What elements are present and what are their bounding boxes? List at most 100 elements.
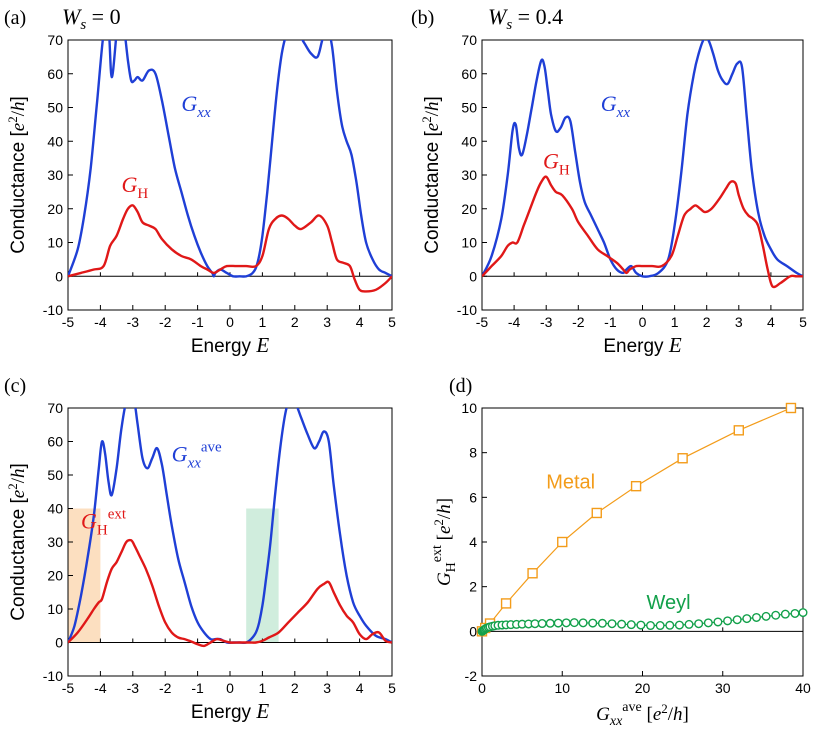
marker-Metal-9 [733,425,744,436]
y-label-e: e [8,490,29,498]
x-tick-label: 5 [388,680,396,696]
marker-Weyl-38 [723,616,733,626]
y-tick-label: 40 [47,501,63,517]
plot-frame [67,39,393,311]
x-tick-label: 1 [259,314,267,330]
y-label-h: h [8,469,29,479]
y-tick-label: 0 [55,635,63,651]
y-tick-label: 10 [461,235,477,251]
x-label-sup: ave [622,700,641,715]
x-label-close: ] [683,704,689,725]
y-axis-label: GHext [e2/h] [430,498,459,586]
y-tick-label: 10 [47,235,63,251]
x-label-main: G [596,704,610,725]
x-tick-label: 2 [291,314,299,330]
x-label-esup: 2 [661,701,668,716]
y-label-sup: 2 [5,483,20,490]
y-tick-label: 20 [461,201,477,217]
x-axis-label: Energy E [603,333,681,357]
title-value: = 0 [86,4,120,29]
marker-Weyl-39 [732,615,742,625]
y-label-sub: H [444,562,459,572]
y-label-text: Conductance [ [8,498,29,621]
x-tick-label: -1 [604,314,617,330]
marker-Weyl-27 [617,619,627,629]
y-tick-label: 30 [461,167,477,183]
annotation-subscript: xx [196,105,211,121]
marker-Weyl-36 [703,618,713,628]
marker-Weyl-46 [798,608,808,618]
x-tick-label: 4 [356,680,364,696]
y-tick-label: 4 [469,534,477,550]
marker-Metal-5 [557,536,568,548]
x-axis-label-var: E [255,333,269,357]
series-line-GH_ext [68,538,392,648]
x-tick-label: -5 [62,314,75,330]
x-tick-label: -4 [508,314,521,330]
y-tick-label: 20 [47,201,63,217]
marker-Weyl-40 [742,614,752,624]
x-tick-label: 0 [639,314,647,330]
y-tick-label: -10 [43,302,63,318]
marker-Weyl-22 [569,618,579,628]
y-label-e: e [434,526,455,534]
x-axis-label: Energy E [191,699,269,723]
x-tick-label: 0 [226,314,234,330]
title-subscript: s [80,17,86,33]
y-tick-label: 6 [469,489,477,505]
annotation-GH: GH [543,148,570,178]
y-tick-label: 50 [461,100,477,116]
x-tick-label: -4 [94,314,107,330]
x-tick-label: 2 [291,680,299,696]
y-tick-label: 0 [469,268,477,284]
x-tick-label: 0 [226,680,234,696]
marker-Weyl-17 [530,619,540,629]
annotation-main: G [181,91,197,116]
marker-Weyl-33 [674,620,684,630]
x-tick-label: -2 [572,314,585,330]
y-label-sup: 2 [5,116,20,123]
marker-Weyl-20 [553,618,563,628]
series-line-Metal [482,408,792,632]
y-label-sup: ext [430,545,445,562]
marker-Weyl-21 [561,618,571,628]
y-label-slash: / [8,477,29,483]
annotation-subscript: H [137,186,148,202]
x-axis-label-var: E [255,699,269,723]
x-tick-label: 20 [635,680,651,696]
y-tick-label: -10 [43,668,63,684]
x-tick-label: 3 [735,314,743,330]
x-axis-label-text: Energy [191,336,256,357]
y-tick-label: 70 [461,32,477,48]
marker-Weyl-44 [780,609,790,619]
y-label-slash: / [422,110,443,116]
x-label-sub: xx [609,714,623,729]
y-label-h: h [434,504,455,514]
y-label-e: e [8,123,29,131]
x-tick-label: 2 [703,314,711,330]
annotation-Gxx: Gxx [181,91,211,121]
marker-Metal-8 [677,453,688,464]
y-label-unit-open: [ [434,534,455,545]
y-tick-label: 60 [47,66,63,82]
marker-Weyl-34 [684,619,694,629]
plot-frame [67,407,393,677]
y-label-sup: 2 [419,116,434,123]
panel-label: (d) [449,375,472,397]
x-tick-label: 3 [323,680,331,696]
y-axis-label: Conductance [e2/h] [5,463,29,621]
x-tick-label: -3 [540,314,553,330]
x-axis-label-text: Energy [603,336,668,357]
marker-Weyl-37 [713,617,723,627]
x-tick-label: 30 [715,680,731,696]
annotation-subscript: H [559,162,570,178]
marker-Metal-10 [785,402,797,414]
annotation-Gxx: Gxx [601,91,631,121]
annotation-subscript: H [97,523,108,539]
y-tick-label: 70 [47,400,63,416]
y-tick-label: 8 [469,445,477,461]
x-axis-label: Energy E [191,333,269,357]
series-line-Gxx [68,40,392,278]
annotation-main: G [121,172,137,197]
